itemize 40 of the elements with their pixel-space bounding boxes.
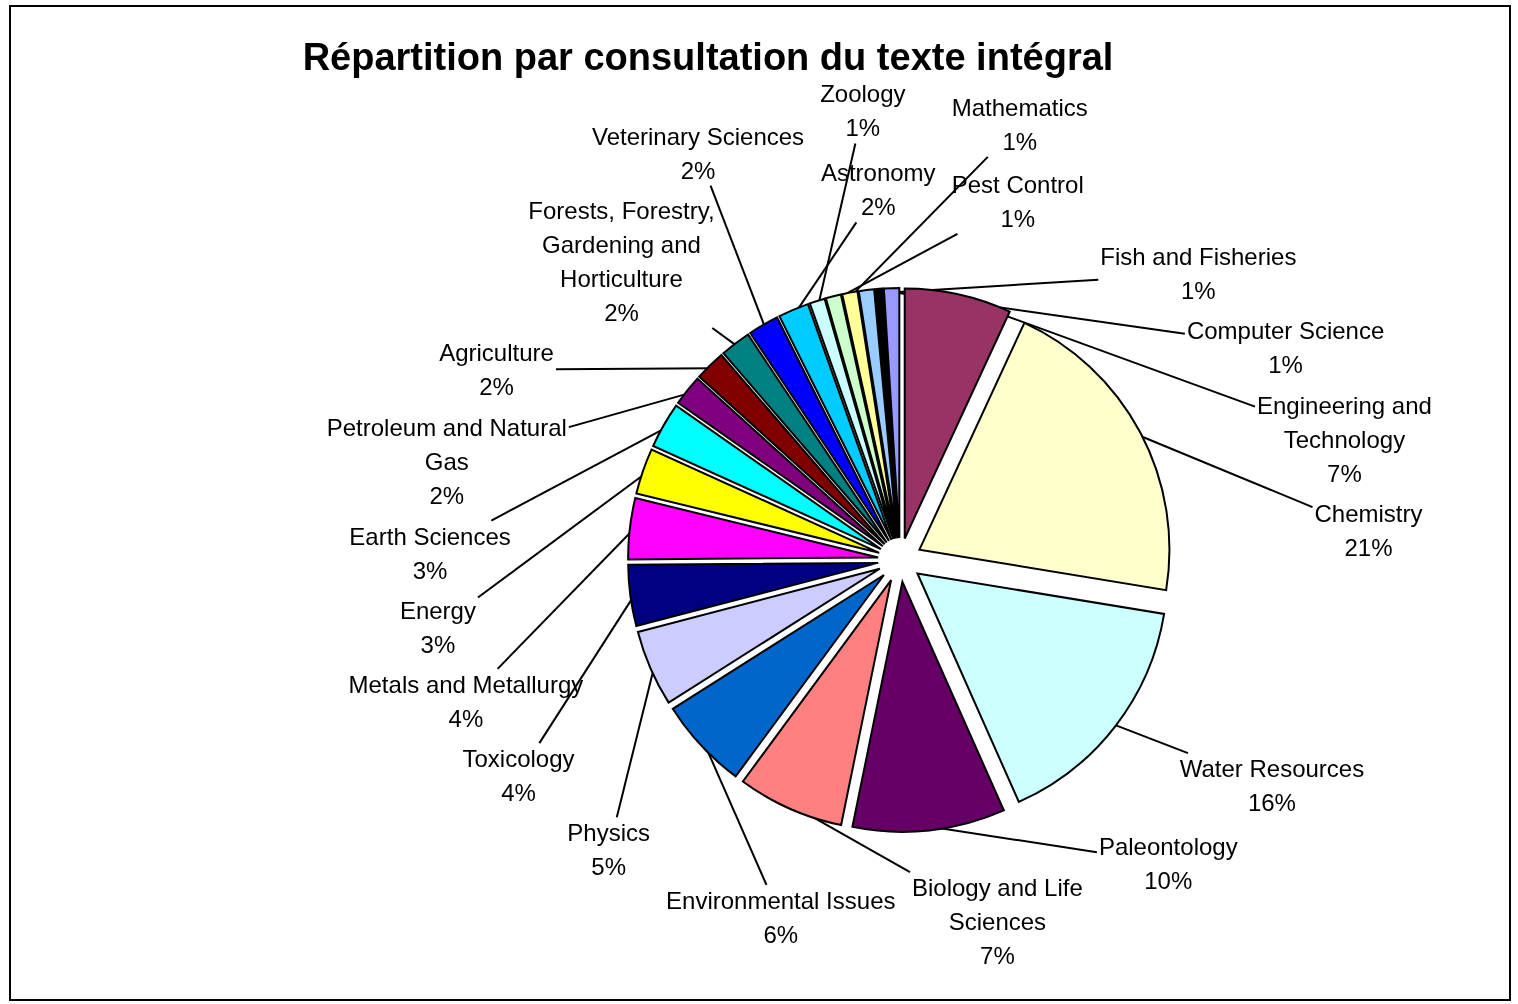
data-label: 2% [429, 481, 465, 509]
data-label: 2% [680, 156, 716, 184]
data-label: 7% [980, 941, 1015, 969]
slice-label: Toxicology [462, 745, 575, 773]
data-label: 21% [1344, 533, 1393, 561]
slice-label: Environmental Issues [666, 886, 896, 914]
slice-label: Zoology [820, 80, 906, 108]
chart-title: Répartition par consultation du texte intégral [302, 36, 1114, 78]
slice-label: Chemistry [1314, 499, 1423, 527]
slice-label: Engineering and Technology [1257, 391, 1432, 453]
slice-label: Water Resources [1179, 755, 1365, 783]
slice-label: Fish and Fisheries [1100, 243, 1297, 271]
slice-label: Computer Science [1186, 317, 1385, 345]
data-label: 4% [448, 704, 484, 732]
data-label: 1% [1268, 351, 1303, 379]
data-label: 7% [1327, 459, 1362, 487]
data-label: 10% [1144, 866, 1193, 894]
data-label: 6% [763, 920, 799, 948]
data-label: 2% [479, 373, 514, 401]
data-label: 4% [501, 779, 536, 807]
slice-label: Earth Sciences [349, 522, 511, 550]
slice-label: Petroleum and Natural Gas [326, 413, 567, 475]
data-label: 2% [604, 298, 639, 326]
slice-label: Paleontology [1098, 832, 1238, 860]
data-label: 3% [420, 630, 456, 658]
data-label: 1% [1181, 277, 1216, 305]
slice-label: Veterinary Sciences [591, 122, 805, 150]
slice-label: Forests, Forestry, Gardening and Horticulture [528, 196, 715, 292]
data-label: 1% [1000, 204, 1036, 232]
slice-label: Mathematics [951, 93, 1088, 121]
slice-label: Agriculture [439, 339, 554, 367]
data-label: 3% [412, 556, 448, 584]
data-label: 1% [1002, 127, 1038, 155]
data-label: 16% [1247, 789, 1296, 817]
data-label: 2% [860, 193, 896, 221]
slice-label: Physics [567, 819, 651, 847]
data-label: 5% [591, 853, 627, 881]
slice-label: Biology and Life Sciences [911, 873, 1083, 935]
data-label: 1% [845, 114, 881, 142]
slice-label: Energy [399, 596, 476, 624]
